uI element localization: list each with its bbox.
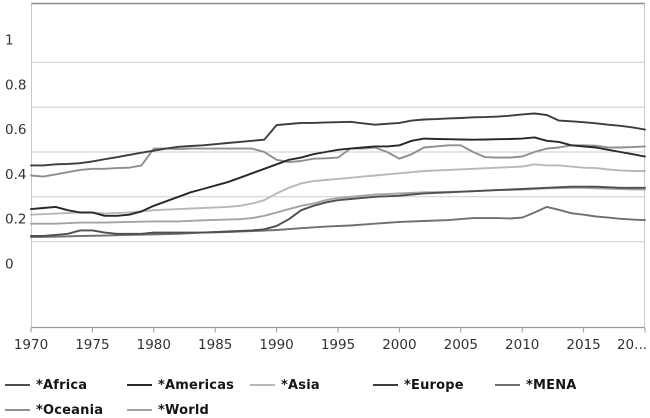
x-tick-label-1980: 1980 (137, 337, 171, 353)
legend-item-americas[interactable]: *Americas (127, 377, 234, 393)
legend-label-americas: *Americas (158, 377, 235, 393)
x-tick-label-1975: 1975 (75, 337, 109, 353)
series-line-world (30, 186, 646, 225)
legend-label-asia: *Asia (281, 377, 320, 393)
legend-swatch-europe (373, 384, 398, 386)
series-line-europe (30, 112, 646, 167)
legend-label-europe: *Europe (404, 377, 464, 393)
x-tick-label-1990: 1990 (259, 337, 293, 353)
legend-label-africa: *Africa (36, 377, 88, 393)
legend-swatch-americas (127, 384, 152, 386)
legend-item-asia[interactable]: *Asia (250, 377, 320, 393)
series-line-africa (30, 185, 646, 237)
y-tick-label-0: 0 (5, 257, 14, 273)
legend-item-africa[interactable]: *Africa (5, 377, 87, 393)
y-tick-label-0.2: 0.2 (5, 212, 26, 228)
x-tick-label-2000: 2000 (382, 337, 416, 353)
legend-item-europe[interactable]: *Europe (373, 377, 464, 393)
chart-canvas: 0 0.2 0.4 0.6 0.8 1 1970 1975 1980 1985 1990 1995 20… (5, 2, 647, 353)
x-tick-label-1970: 1970 (14, 337, 48, 353)
series-line-oceania (30, 144, 646, 178)
legend-item-mena[interactable]: *MENA (495, 377, 577, 393)
x-tick-label-2005: 2005 (444, 337, 478, 353)
y-tick-label-1: 1 (5, 33, 14, 49)
legend-item-oceania[interactable]: *Oceania (5, 402, 103, 418)
line-chart: 0 0.2 0.4 0.6 0.8 1 1970 1975 1980 1985 1990 1995 20… (5, 2, 647, 353)
x-tick-label-2015: 2015 (566, 337, 600, 353)
legend-label-world: *World (158, 402, 209, 418)
x-tick-label-1985: 1985 (198, 337, 232, 353)
legend-item-world[interactable]: *World (127, 402, 209, 418)
y-tick-label-0.8: 0.8 (5, 77, 26, 93)
x-tick-label-2010: 2010 (505, 337, 539, 353)
legend-swatch-mena (495, 384, 520, 386)
series-line-americas (30, 136, 646, 217)
legend-swatch-oceania (5, 409, 30, 411)
chart-legend: *Africa *Americas *Asia *Europe *MENA *Oceani… (0, 372, 650, 418)
series-line-asia (30, 163, 646, 216)
legend-label-oceania: *Oceania (36, 402, 104, 418)
legend-label-mena: *MENA (526, 377, 577, 393)
legend-swatch-africa (5, 384, 30, 386)
legend-swatch-world (127, 409, 152, 411)
x-tick-label-1995: 1995 (321, 337, 355, 353)
y-tick-label-0.6: 0.6 (5, 122, 26, 138)
series-line-mena (30, 205, 646, 239)
legend-swatch-asia (250, 384, 275, 386)
x-tick-label-2020: 20... (617, 337, 647, 353)
y-tick-label-0.4: 0.4 (5, 167, 26, 183)
